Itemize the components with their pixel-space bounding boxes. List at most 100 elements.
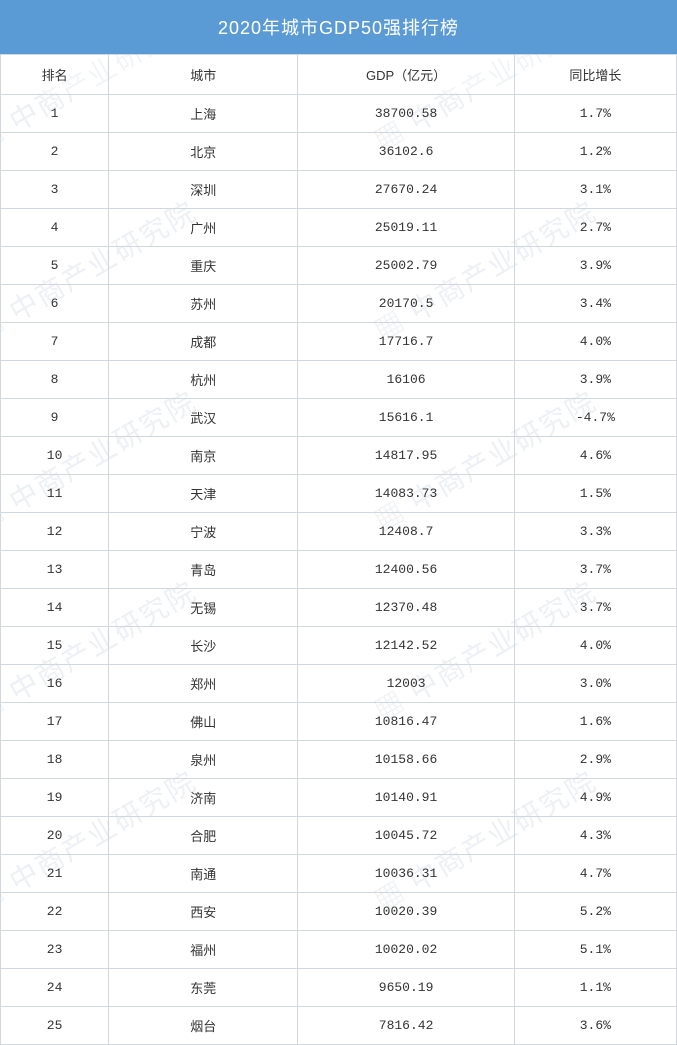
cell-growth: 1.1% xyxy=(514,969,676,1007)
cell-city: 郑州 xyxy=(109,665,298,703)
cell-rank: 15 xyxy=(1,627,109,665)
cell-rank: 25 xyxy=(1,1007,109,1045)
table-row: 5重庆25002.793.9% xyxy=(1,247,677,285)
cell-rank: 8 xyxy=(1,361,109,399)
table-row: 18泉州10158.662.9% xyxy=(1,741,677,779)
cell-gdp: 16106 xyxy=(298,361,514,399)
cell-rank: 21 xyxy=(1,855,109,893)
cell-growth: 4.6% xyxy=(514,437,676,475)
cell-city: 西安 xyxy=(109,893,298,931)
cell-city: 东莞 xyxy=(109,969,298,1007)
cell-city: 佛山 xyxy=(109,703,298,741)
cell-city: 青岛 xyxy=(109,551,298,589)
cell-growth: 1.2% xyxy=(514,133,676,171)
table-row: 22西安10020.395.2% xyxy=(1,893,677,931)
table-row: 12宁波12408.73.3% xyxy=(1,513,677,551)
cell-city: 宁波 xyxy=(109,513,298,551)
cell-gdp: 12408.7 xyxy=(298,513,514,551)
cell-rank: 16 xyxy=(1,665,109,703)
cell-city: 长沙 xyxy=(109,627,298,665)
column-header-rank: 排名 xyxy=(1,55,109,95)
cell-gdp: 10020.39 xyxy=(298,893,514,931)
cell-rank: 19 xyxy=(1,779,109,817)
cell-rank: 6 xyxy=(1,285,109,323)
cell-gdp: 14817.95 xyxy=(298,437,514,475)
column-header-city: 城市 xyxy=(109,55,298,95)
cell-gdp: 12142.52 xyxy=(298,627,514,665)
cell-gdp: 14083.73 xyxy=(298,475,514,513)
cell-gdp: 9650.19 xyxy=(298,969,514,1007)
cell-city: 天津 xyxy=(109,475,298,513)
cell-rank: 1 xyxy=(1,95,109,133)
cell-city: 武汉 xyxy=(109,399,298,437)
cell-gdp: 10020.02 xyxy=(298,931,514,969)
table-header: 排名 城市 GDP（亿元） 同比增长 xyxy=(1,55,677,95)
cell-rank: 14 xyxy=(1,589,109,627)
cell-city: 成都 xyxy=(109,323,298,361)
cell-gdp: 12400.56 xyxy=(298,551,514,589)
table-row: 7成都17716.74.0% xyxy=(1,323,677,361)
table-row: 24东莞9650.191.1% xyxy=(1,969,677,1007)
cell-growth: 4.0% xyxy=(514,627,676,665)
cell-city: 无锡 xyxy=(109,589,298,627)
cell-rank: 12 xyxy=(1,513,109,551)
cell-city: 苏州 xyxy=(109,285,298,323)
table-row: 23福州10020.025.1% xyxy=(1,931,677,969)
cell-rank: 13 xyxy=(1,551,109,589)
table-row: 9武汉15616.1-4.7% xyxy=(1,399,677,437)
cell-gdp: 7816.42 xyxy=(298,1007,514,1045)
content-wrapper: 2020年城市GDP50强排行榜 排名 城市 GDP（亿元） 同比增长 1上海3… xyxy=(0,0,677,1045)
table-row: 19济南10140.914.9% xyxy=(1,779,677,817)
cell-growth: 1.5% xyxy=(514,475,676,513)
cell-gdp: 10036.31 xyxy=(298,855,514,893)
table-row: 2北京36102.61.2% xyxy=(1,133,677,171)
column-header-gdp: GDP（亿元） xyxy=(298,55,514,95)
cell-growth: 1.7% xyxy=(514,95,676,133)
cell-city: 杭州 xyxy=(109,361,298,399)
cell-gdp: 27670.24 xyxy=(298,171,514,209)
cell-gdp: 20170.5 xyxy=(298,285,514,323)
table-row: 10南京14817.954.6% xyxy=(1,437,677,475)
cell-city: 南京 xyxy=(109,437,298,475)
cell-rank: 10 xyxy=(1,437,109,475)
table-row: 14无锡12370.483.7% xyxy=(1,589,677,627)
gdp-ranking-table: 排名 城市 GDP（亿元） 同比增长 1上海38700.581.7%2北京361… xyxy=(0,54,677,1045)
table-row: 17佛山10816.471.6% xyxy=(1,703,677,741)
cell-rank: 2 xyxy=(1,133,109,171)
table-row: 13青岛12400.563.7% xyxy=(1,551,677,589)
table-row: 8杭州161063.9% xyxy=(1,361,677,399)
cell-city: 深圳 xyxy=(109,171,298,209)
cell-city: 烟台 xyxy=(109,1007,298,1045)
cell-city: 合肥 xyxy=(109,817,298,855)
table-row: 6苏州20170.53.4% xyxy=(1,285,677,323)
cell-city: 上海 xyxy=(109,95,298,133)
cell-gdp: 10140.91 xyxy=(298,779,514,817)
cell-growth: 3.0% xyxy=(514,665,676,703)
cell-gdp: 36102.6 xyxy=(298,133,514,171)
cell-growth: 3.9% xyxy=(514,247,676,285)
cell-growth: 4.0% xyxy=(514,323,676,361)
table-row: 15长沙12142.524.0% xyxy=(1,627,677,665)
cell-city: 重庆 xyxy=(109,247,298,285)
cell-growth: 3.7% xyxy=(514,589,676,627)
cell-gdp: 17716.7 xyxy=(298,323,514,361)
cell-gdp: 38700.58 xyxy=(298,95,514,133)
cell-city: 济南 xyxy=(109,779,298,817)
table-row: 4广州25019.112.7% xyxy=(1,209,677,247)
cell-growth: 2.7% xyxy=(514,209,676,247)
table-row: 3深圳27670.243.1% xyxy=(1,171,677,209)
cell-rank: 23 xyxy=(1,931,109,969)
cell-rank: 3 xyxy=(1,171,109,209)
cell-gdp: 25019.11 xyxy=(298,209,514,247)
cell-rank: 24 xyxy=(1,969,109,1007)
cell-growth: 3.7% xyxy=(514,551,676,589)
cell-city: 泉州 xyxy=(109,741,298,779)
table-row: 16郑州120033.0% xyxy=(1,665,677,703)
table-title: 2020年城市GDP50强排行榜 xyxy=(0,0,677,54)
cell-growth: 3.4% xyxy=(514,285,676,323)
cell-rank: 5 xyxy=(1,247,109,285)
cell-growth: 3.3% xyxy=(514,513,676,551)
cell-rank: 7 xyxy=(1,323,109,361)
cell-rank: 4 xyxy=(1,209,109,247)
cell-growth: 3.9% xyxy=(514,361,676,399)
